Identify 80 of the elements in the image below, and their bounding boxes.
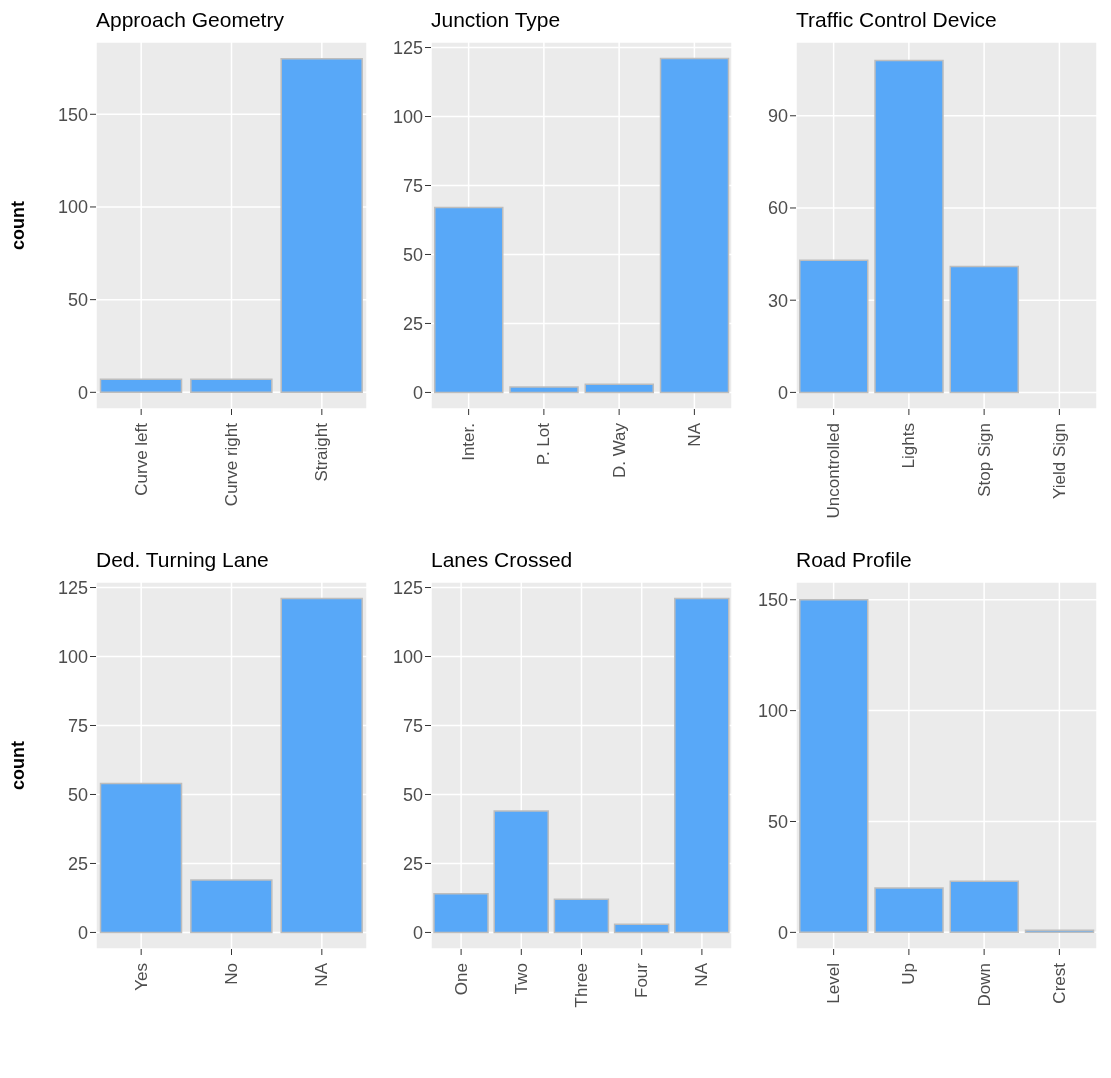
y-tick-label: 0 bbox=[777, 382, 788, 403]
y-tick-label: 50 bbox=[67, 290, 88, 311]
y-tick-label: 50 bbox=[402, 244, 423, 265]
bar bbox=[874, 59, 944, 394]
x-tick-label: Uncontrolled bbox=[824, 423, 844, 519]
bar bbox=[949, 880, 1020, 934]
y-tick-label: 125 bbox=[392, 37, 423, 58]
chart-title: Approach Geometry bbox=[95, 8, 285, 33]
y-tick-label: 75 bbox=[402, 175, 423, 196]
y-tick-label: 75 bbox=[67, 715, 88, 736]
bar bbox=[280, 597, 363, 934]
y-tick-label: 0 bbox=[77, 382, 88, 403]
x-tick-label: Level bbox=[824, 963, 844, 1004]
y-axis-title: count bbox=[8, 741, 29, 790]
x-tick-label: Curve left bbox=[131, 422, 151, 496]
y-tick-label: 0 bbox=[777, 922, 788, 943]
bar bbox=[493, 810, 549, 934]
x-tick-label: NA bbox=[684, 422, 704, 447]
y-tick-label: 25 bbox=[402, 853, 423, 874]
x-tick-label: Three bbox=[572, 963, 591, 1008]
bar bbox=[674, 597, 730, 934]
y-tick-label: 125 bbox=[57, 577, 88, 598]
chart-title: Ded. Turning Lane bbox=[95, 548, 270, 573]
chart-title: Traffic Control Device bbox=[795, 8, 998, 33]
bar bbox=[799, 259, 869, 394]
x-tick-label: No bbox=[222, 963, 241, 985]
x-tick-label: Up bbox=[899, 963, 919, 985]
x-tick-label: Yield Sign bbox=[1049, 423, 1069, 499]
bar bbox=[949, 265, 1020, 394]
y-tick-label: 60 bbox=[767, 198, 788, 219]
y-tick-label: 90 bbox=[767, 106, 788, 127]
y-tick-label: 25 bbox=[67, 853, 88, 874]
x-tick-label: Four bbox=[632, 962, 652, 998]
y-tick-label: 100 bbox=[392, 106, 423, 127]
x-tick-label: Stop Sign bbox=[974, 423, 994, 497]
bar bbox=[874, 887, 944, 934]
y-tick-label: 0 bbox=[77, 922, 88, 943]
x-tick-label: Inter. bbox=[459, 423, 479, 461]
y-tick-label: 100 bbox=[57, 646, 88, 667]
x-tick-label: NA bbox=[312, 962, 332, 987]
y-tick-label: 50 bbox=[767, 811, 788, 832]
bar bbox=[584, 383, 655, 394]
x-tick-label: Two bbox=[511, 963, 531, 995]
x-tick-label: NA bbox=[692, 962, 712, 987]
y-tick-label: 100 bbox=[392, 646, 423, 667]
x-tick-label: Curve right bbox=[222, 422, 241, 507]
y-tick-label: 25 bbox=[402, 313, 423, 334]
bar bbox=[434, 206, 504, 394]
chart-title: Road Profile bbox=[795, 548, 913, 573]
chart-title: Lanes Crossed bbox=[430, 548, 574, 573]
y-axis-title: count bbox=[8, 201, 29, 250]
bar bbox=[659, 57, 730, 394]
y-tick-label: 50 bbox=[67, 784, 88, 805]
x-tick-label: Straight bbox=[312, 422, 332, 482]
y-tick-label: 100 bbox=[57, 197, 88, 218]
y-tick-label: 30 bbox=[767, 290, 788, 311]
x-tick-label: Down bbox=[974, 963, 994, 1007]
x-tick-label: One bbox=[451, 963, 471, 996]
bar bbox=[190, 879, 273, 934]
x-tick-label: Crest bbox=[1049, 962, 1069, 1004]
bar bbox=[799, 598, 869, 934]
bar bbox=[1024, 929, 1095, 934]
x-tick-label: Yes bbox=[131, 963, 151, 991]
bar bbox=[99, 782, 183, 934]
bar bbox=[433, 893, 489, 934]
bar bbox=[613, 923, 670, 934]
x-tick-label: Lights bbox=[899, 423, 919, 469]
bar bbox=[509, 386, 579, 394]
y-tick-label: 150 bbox=[757, 590, 788, 611]
x-tick-label: P. Lot bbox=[534, 422, 554, 466]
bar bbox=[553, 898, 610, 934]
y-tick-label: 125 bbox=[392, 577, 423, 598]
y-tick-label: 0 bbox=[412, 382, 423, 403]
y-tick-label: 75 bbox=[402, 715, 423, 736]
x-tick-label: D. Way bbox=[609, 422, 629, 479]
y-tick-label: 100 bbox=[757, 701, 788, 722]
y-tick-label: 50 bbox=[402, 784, 423, 805]
y-tick-label: 0 bbox=[412, 922, 423, 943]
y-tick-label: 150 bbox=[57, 104, 88, 125]
chart-title: Junction Type bbox=[430, 8, 562, 33]
